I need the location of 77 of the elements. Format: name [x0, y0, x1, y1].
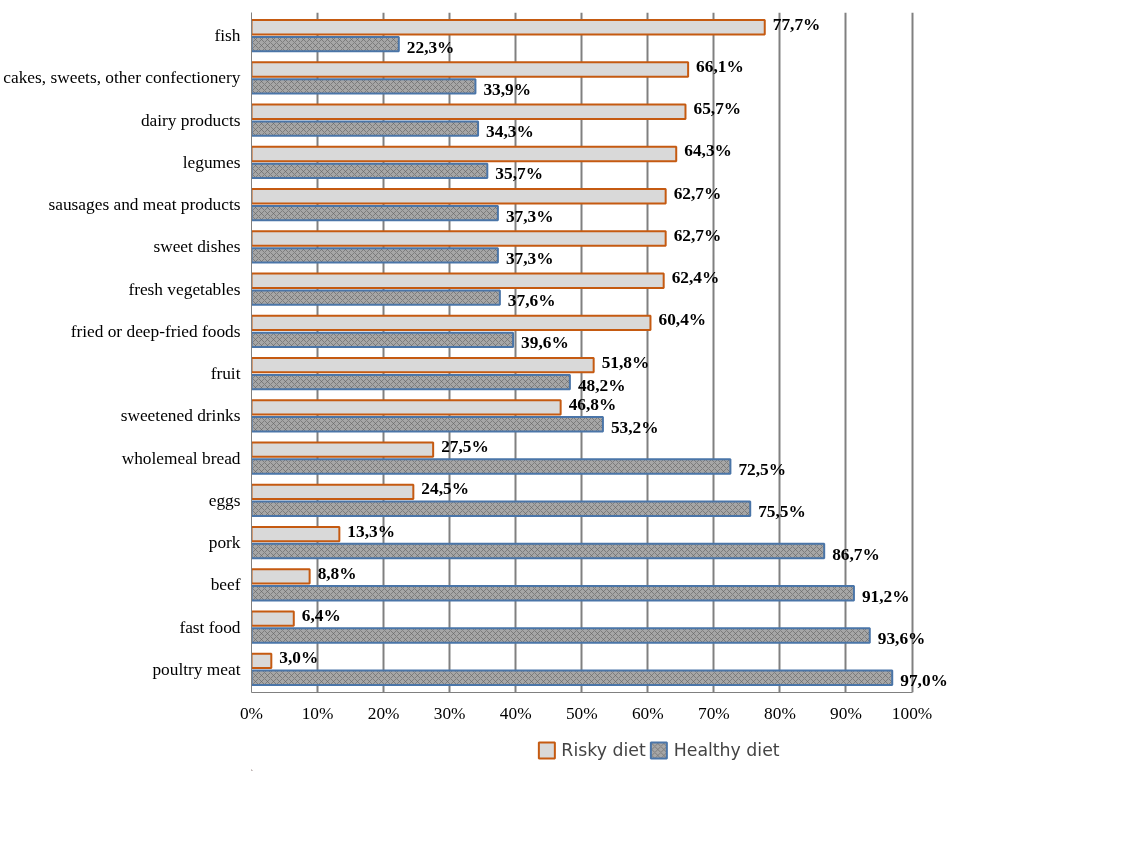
data-label: 27,5%: [441, 437, 489, 457]
data-label: 62,7%: [673, 183, 722, 203]
bar: [251, 272, 665, 289]
bar: [251, 188, 667, 205]
data-label: 3,0%: [279, 648, 319, 668]
bar: [251, 652, 273, 669]
data-label: 22,3%: [406, 37, 455, 57]
y-tick-label: fish: [214, 26, 241, 46]
bar: [251, 356, 595, 374]
y-tick-label: fruit: [210, 364, 241, 384]
data-label: 46,8%: [568, 394, 617, 414]
y-tick-label: pork: [208, 533, 241, 553]
bar: [251, 568, 311, 585]
x-tick-label: 30%: [433, 703, 466, 723]
y-tick-label: cakes, sweets, other confectionery: [3, 68, 241, 88]
data-label: 91,2%: [861, 586, 910, 606]
y-tick-label: poultry meat: [152, 659, 241, 679]
data-label: 48,2%: [577, 375, 626, 395]
data-label: 62,7%: [673, 225, 722, 245]
data-label: 93,6%: [877, 628, 926, 648]
bar: [251, 19, 766, 36]
data-label: 8,8%: [317, 563, 357, 583]
data-label: 64,3%: [684, 141, 732, 161]
data-label: 37,3%: [505, 248, 554, 268]
x-tick-label: 90%: [830, 703, 862, 723]
y-tick-label: sweet dishes: [153, 237, 241, 257]
data-label: 35,7%: [495, 164, 543, 184]
bar: [251, 610, 295, 627]
bar: [251, 483, 415, 501]
y-tick-label: eggs: [208, 490, 241, 510]
y-tick-label: fast food: [179, 617, 241, 637]
data-label: 34,3%: [486, 122, 534, 142]
x-tick-label: 50%: [565, 703, 598, 723]
x-tick-label: 80%: [764, 703, 796, 723]
y-tick-label: sausages and meat products: [48, 195, 241, 215]
data-label: 60,4%: [658, 310, 707, 330]
x-tick-label: 100%: [891, 703, 933, 723]
data-label: 33,9%: [483, 79, 532, 99]
y-tick-label: fresh vegetables: [128, 279, 241, 299]
data-label: 97,0%: [900, 671, 948, 691]
bar: [251, 230, 667, 247]
data-label: 62,4%: [671, 268, 720, 288]
bar: [251, 399, 562, 416]
data-label: 39,6%: [521, 333, 569, 353]
y-tick-label: wholemeal bread: [121, 448, 241, 468]
data-label: 13,3%: [347, 521, 396, 541]
data-label: 77,7%: [772, 14, 821, 34]
data-label: 86,7%: [832, 544, 880, 564]
y-tick-label: sweetened drinks: [120, 406, 241, 426]
data-label: 24,5%: [421, 479, 469, 499]
data-label: 6,4%: [301, 606, 341, 626]
y-tick-label: beef: [210, 575, 241, 595]
legend-label: Healthy diet: [673, 740, 780, 760]
data-label: 65,7%: [693, 99, 742, 119]
bar: [251, 441, 435, 458]
y-tick-label: dairy products: [140, 110, 241, 130]
data-label: 75,5%: [758, 502, 806, 522]
data-label: 37,6%: [507, 291, 556, 311]
x-tick-label: 60%: [631, 703, 664, 723]
y-tick-label: fried or deep-fried foods: [70, 321, 241, 341]
data-label: 51,8%: [601, 352, 650, 372]
bar: [251, 145, 678, 163]
y-tick-label: legumes: [182, 152, 241, 172]
x-tick-label: 10%: [301, 703, 334, 723]
bar: [251, 103, 687, 120]
data-label: 66,1%: [696, 57, 744, 77]
data-label: 53,2%: [610, 417, 659, 437]
bar: [251, 314, 652, 332]
legend-label: Risky diet: [561, 740, 646, 760]
data-label: 72,5%: [738, 460, 787, 480]
x-tick-label: 20%: [367, 703, 400, 723]
data-label: 37,3%: [505, 206, 554, 226]
bar: [251, 525, 341, 543]
x-tick-label: 40%: [499, 703, 532, 723]
bar: [251, 61, 690, 78]
x-tick-label: 70%: [698, 703, 730, 723]
x-tick-label: 0%: [239, 703, 264, 723]
